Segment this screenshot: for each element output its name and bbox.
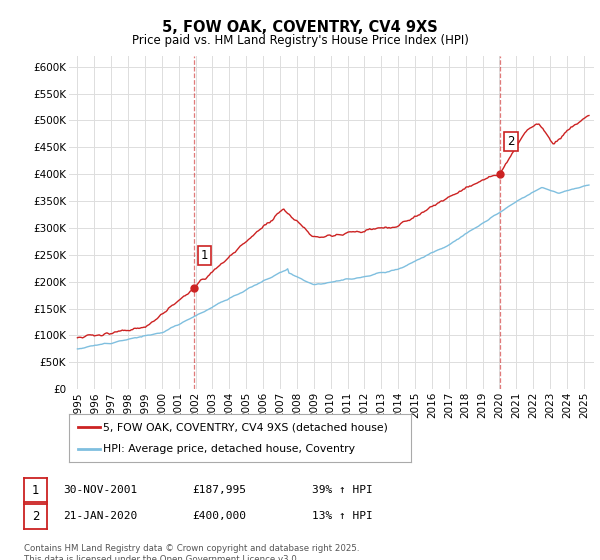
- Text: 30-NOV-2001: 30-NOV-2001: [63, 485, 137, 495]
- Text: 1: 1: [201, 249, 209, 262]
- Text: 39% ↑ HPI: 39% ↑ HPI: [312, 485, 373, 495]
- Text: Price paid vs. HM Land Registry's House Price Index (HPI): Price paid vs. HM Land Registry's House …: [131, 34, 469, 46]
- Text: 21-JAN-2020: 21-JAN-2020: [63, 511, 137, 521]
- Text: 2: 2: [507, 134, 515, 148]
- Text: 1: 1: [32, 483, 39, 497]
- Text: 5, FOW OAK, COVENTRY, CV4 9XS (detached house): 5, FOW OAK, COVENTRY, CV4 9XS (detached …: [103, 422, 388, 432]
- Text: 2: 2: [32, 510, 39, 523]
- Text: HPI: Average price, detached house, Coventry: HPI: Average price, detached house, Cove…: [103, 444, 355, 454]
- Text: Contains HM Land Registry data © Crown copyright and database right 2025.
This d: Contains HM Land Registry data © Crown c…: [24, 544, 359, 560]
- Text: 5, FOW OAK, COVENTRY, CV4 9XS: 5, FOW OAK, COVENTRY, CV4 9XS: [162, 20, 438, 35]
- Text: 13% ↑ HPI: 13% ↑ HPI: [312, 511, 373, 521]
- Text: £400,000: £400,000: [192, 511, 246, 521]
- Text: £187,995: £187,995: [192, 485, 246, 495]
